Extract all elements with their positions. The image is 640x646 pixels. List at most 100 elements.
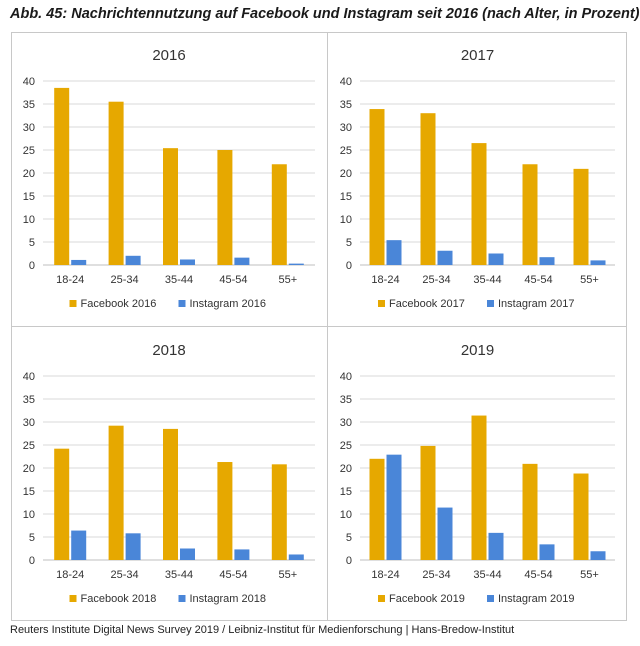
instagram-bar-35-44 [180, 259, 195, 265]
chart-panel-2019: 2019 0 5 10 15 20 25 30 35 40 18-24 25-34 35-44 45-54… [328, 327, 627, 621]
facebook-bar-35-44 [471, 143, 487, 265]
y-tick-label: 20 [23, 463, 35, 475]
facebook-bar-55+ [271, 164, 287, 265]
facebook-bar-18-24 [369, 458, 385, 560]
legend-label-instagram: Instagram 2018 [190, 593, 266, 605]
x-tick-label: 55+ [580, 569, 599, 581]
y-tick-label: 20 [340, 168, 352, 180]
y-tick-label: 5 [29, 237, 35, 249]
instagram-bar-45-54 [234, 549, 250, 560]
x-tick-label: 25-34 [422, 569, 450, 581]
x-tick-label: 35-44 [165, 274, 193, 286]
x-tick-label: 18-24 [371, 274, 399, 286]
instagram-bar-35-44 [488, 532, 504, 560]
y-tick-label: 15 [23, 486, 35, 498]
y-tick-label: 40 [340, 371, 352, 383]
facebook-bar-25-34 [420, 113, 436, 265]
y-tick-label: 30 [340, 122, 352, 134]
x-tick-label: 45-54 [524, 569, 552, 581]
y-tick-label: 35 [340, 394, 352, 406]
instagram-bar-55+ [590, 260, 606, 265]
chart-title: 2018 [152, 342, 185, 359]
facebook-bar-25-34 [108, 101, 124, 265]
x-tick-label: 45-54 [219, 274, 247, 286]
facebook-bar-25-34 [420, 445, 436, 560]
y-tick-label: 0 [346, 260, 352, 272]
instagram-bar-18-24 [71, 259, 87, 265]
legend-swatch-instagram [487, 300, 494, 307]
legend-label-instagram: Instagram 2016 [190, 298, 266, 310]
source-note: Reuters Institute Digital News Survey 20… [10, 624, 515, 636]
facebook-bar-45-54 [522, 164, 538, 265]
figure-title: Abb. 45: Nachrichtennutzung auf Facebook… [10, 6, 640, 22]
y-tick-label: 20 [340, 463, 352, 475]
facebook-bar-18-24 [54, 87, 70, 266]
legend-label-instagram: Instagram 2019 [498, 593, 574, 605]
legend-swatch-facebook [378, 300, 385, 307]
instagram-bar-45-54 [539, 544, 555, 560]
y-tick-label: 35 [23, 99, 35, 111]
legend-swatch-instagram [178, 595, 186, 602]
y-tick-label: 0 [29, 555, 35, 567]
x-tick-label: 25-34 [422, 274, 450, 286]
x-tick-label: 25-34 [111, 569, 139, 581]
instagram-bar-25-34 [125, 255, 141, 265]
facebook-bar-45-54 [217, 462, 233, 560]
y-tick-label: 10 [23, 509, 35, 521]
facebook-bar-25-34 [108, 425, 124, 560]
y-tick-label: 0 [29, 260, 35, 272]
bar-chart-svg: 2016 0 5 10 15 20 25 30 35 40 18-24 25-34 35-44 45-54… [23, 47, 315, 310]
facebook-bar-45-54 [522, 463, 538, 560]
legend-swatch-facebook [69, 595, 77, 602]
y-tick-label: 5 [346, 532, 352, 544]
y-tick-label: 25 [23, 440, 35, 452]
facebook-bar-45-54 [217, 150, 233, 265]
chart-title: 2016 [152, 47, 185, 64]
legend-label-facebook: Facebook 2018 [81, 593, 157, 605]
instagram-bar-35-44 [488, 253, 504, 265]
x-tick-label: 45-54 [219, 569, 247, 581]
y-tick-label: 40 [23, 76, 35, 88]
instagram-bar-18-24 [386, 240, 402, 265]
y-tick-label: 25 [340, 440, 352, 452]
x-tick-label: 45-54 [524, 274, 552, 286]
x-tick-label: 35-44 [165, 569, 193, 581]
legend-swatch-instagram [178, 300, 186, 307]
chart-title: 2017 [461, 47, 494, 64]
x-tick-label: 18-24 [371, 569, 399, 581]
legend-swatch-facebook [378, 595, 385, 602]
x-tick-label: 18-24 [56, 569, 84, 581]
x-tick-label: 35-44 [473, 274, 501, 286]
facebook-bar-35-44 [163, 148, 178, 265]
facebook-bar-55+ [271, 464, 287, 560]
instagram-bar-45-54 [539, 257, 555, 265]
y-tick-label: 10 [23, 214, 35, 226]
chart-panel-2016: 2016 0 5 10 15 20 25 30 35 40 18-24 25-34 35-44 45-54… [11, 32, 328, 327]
chart-panel-2017: 2017 0 5 10 15 20 25 30 35 40 18-24 25-34 35-44 45-54… [328, 32, 627, 327]
y-tick-label: 15 [23, 191, 35, 203]
y-tick-label: 35 [23, 394, 35, 406]
x-tick-label: 55+ [580, 274, 599, 286]
y-tick-label: 10 [340, 509, 352, 521]
y-tick-label: 40 [23, 371, 35, 383]
y-tick-label: 15 [340, 486, 352, 498]
facebook-bar-18-24 [54, 448, 70, 560]
x-tick-label: 55+ [278, 569, 297, 581]
instagram-bar-25-34 [125, 533, 141, 560]
y-tick-label: 25 [23, 145, 35, 157]
legend-label-facebook: Facebook 2016 [81, 298, 157, 310]
facebook-bar-55+ [573, 168, 589, 265]
legend-label-facebook: Facebook 2017 [389, 298, 465, 310]
facebook-bar-55+ [573, 473, 589, 560]
legend-swatch-facebook [69, 300, 77, 307]
chart-panel-2018: 2018 0 5 10 15 20 25 30 35 40 18-24 25-34 35-44 45-54… [11, 327, 328, 621]
legend-label-instagram: Instagram 2017 [498, 298, 574, 310]
y-tick-label: 30 [23, 122, 35, 134]
instagram-bar-35-44 [180, 548, 195, 560]
y-tick-label: 35 [340, 99, 352, 111]
bar-chart-svg: 2017 0 5 10 15 20 25 30 35 40 18-24 25-34 35-44 45-54… [340, 47, 615, 310]
y-tick-label: 30 [340, 417, 352, 429]
y-tick-label: 5 [346, 237, 352, 249]
instagram-bar-18-24 [386, 454, 402, 560]
legend-label-facebook: Facebook 2019 [389, 593, 465, 605]
